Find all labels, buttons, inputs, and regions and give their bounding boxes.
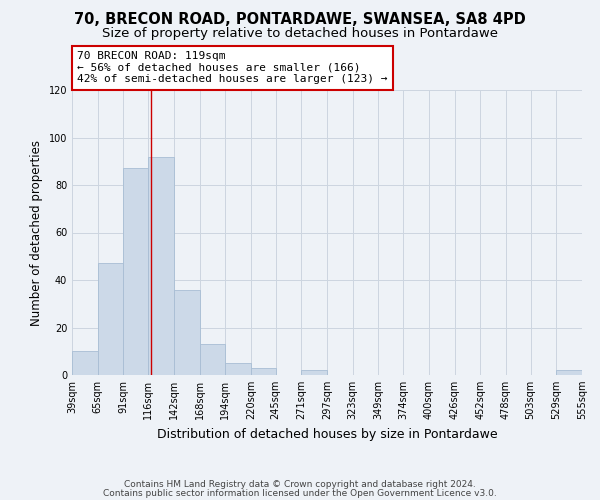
Bar [225, 363, 251, 375]
Text: 70, BRECON ROAD, PONTARDAWE, SWANSEA, SA8 4PD: 70, BRECON ROAD, PONTARDAWE, SWANSEA, SA… [74, 12, 526, 28]
Text: Contains HM Land Registry data © Crown copyright and database right 2024.: Contains HM Land Registry data © Crown c… [124, 480, 476, 489]
Bar [251, 368, 275, 375]
Bar [199, 344, 225, 375]
Text: Contains public sector information licensed under the Open Government Licence v3: Contains public sector information licen… [103, 488, 497, 498]
Bar [556, 370, 582, 375]
X-axis label: Distribution of detached houses by size in Pontardawe: Distribution of detached houses by size … [157, 428, 497, 440]
Bar [98, 264, 124, 375]
Bar [174, 290, 199, 375]
Bar [72, 351, 98, 375]
Bar [124, 168, 148, 375]
Bar [148, 156, 174, 375]
Y-axis label: Number of detached properties: Number of detached properties [30, 140, 43, 326]
Bar [301, 370, 327, 375]
Text: 70 BRECON ROAD: 119sqm
← 56% of detached houses are smaller (166)
42% of semi-de: 70 BRECON ROAD: 119sqm ← 56% of detached… [77, 51, 388, 84]
Text: Size of property relative to detached houses in Pontardawe: Size of property relative to detached ho… [102, 28, 498, 40]
